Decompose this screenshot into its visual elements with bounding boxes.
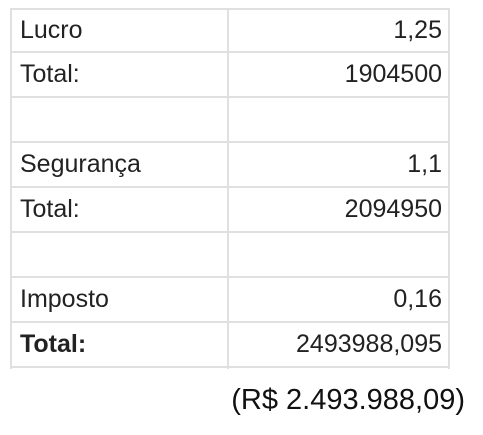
spreadsheet-table: Lucro 1,25 Total: 1904500 Segurança 1,1 … xyxy=(10,8,450,368)
table-row: Total: 2493988,095 xyxy=(10,323,450,368)
cell-label-total[interactable]: Total: xyxy=(20,195,80,223)
cell-empty[interactable] xyxy=(10,233,228,276)
cell-empty[interactable] xyxy=(228,233,450,276)
gridline-middle xyxy=(227,8,229,369)
cell-empty[interactable] xyxy=(10,98,228,141)
cell-value-total-final[interactable]: 2493988,095 xyxy=(296,330,442,358)
cell-label-imposto[interactable]: Imposto xyxy=(20,285,109,313)
cell-label-total-final[interactable]: Total: xyxy=(20,330,87,358)
cell-value-lucro[interactable]: 1,25 xyxy=(393,16,442,44)
cell-empty[interactable] xyxy=(228,98,450,141)
cell-value-seguranca[interactable]: 1,1 xyxy=(407,150,442,178)
cell-value-imposto[interactable]: 0,16 xyxy=(393,285,442,313)
formatted-total-note: (R$ 2.493.988,09) xyxy=(231,384,465,416)
cell-value-total[interactable]: 1904500 xyxy=(344,60,442,88)
cell-label-total[interactable]: Total: xyxy=(20,60,80,88)
gridline-right xyxy=(448,8,450,369)
table-row xyxy=(10,233,450,278)
cell-label-seguranca[interactable]: Segurança xyxy=(20,150,141,178)
cell-label-lucro[interactable]: Lucro xyxy=(20,16,83,44)
table-row: Total: 2094950 xyxy=(10,188,450,233)
table-row: Lucro 1,25 xyxy=(10,8,450,53)
cell-value-total[interactable]: 2094950 xyxy=(344,195,442,223)
table-row xyxy=(10,98,450,143)
table-row: Total: 1904500 xyxy=(10,53,450,98)
table-row: Imposto 0,16 xyxy=(10,278,450,323)
table-row: Segurança 1,1 xyxy=(10,143,450,188)
gridline-left xyxy=(10,8,12,369)
